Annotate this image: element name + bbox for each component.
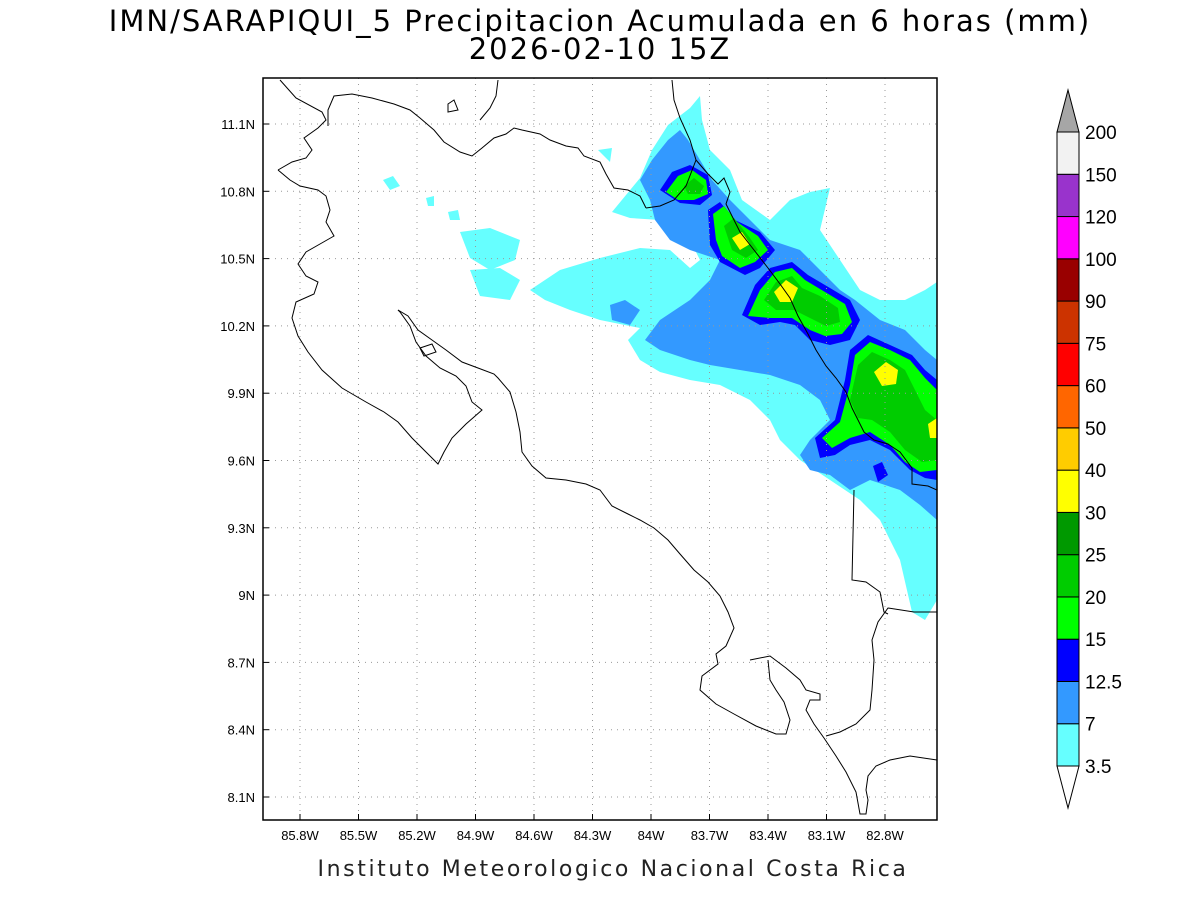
precip-area-3.5 [426, 196, 434, 206]
y-tick-label: 10.8N [220, 184, 255, 199]
precip-area-20 [850, 352, 937, 462]
colorbar-box [1056, 131, 1080, 175]
y-tick-label: 9.6N [228, 454, 255, 469]
colorbar-level-label: 20 [1085, 588, 1106, 609]
osa-peninsula [749, 655, 937, 815]
colorbar-level-label: 100 [1085, 250, 1117, 271]
colorbar-level-label: 75 [1085, 334, 1106, 355]
colorbar-level-label: 25 [1085, 546, 1106, 567]
y-axis: 11.1N 10.8N 10.5N 10.2N 9.9N 9.6N 9.3N 9N 8.7N 8.… [220, 117, 269, 805]
precip-area-3.5 [448, 210, 460, 220]
y-tick-label: 11.1N [221, 117, 255, 132]
panama-coast-north [479, 79, 499, 121]
x-tick-label: 84W [638, 828, 665, 843]
y-tick-label: 10.5N [220, 252, 255, 267]
x-tick-label: 84.9W [457, 828, 495, 843]
colorbar-box [1056, 385, 1080, 429]
colorbar-level-label: 90 [1085, 292, 1106, 313]
colorbar-box [1056, 554, 1080, 598]
colorbar-over-arrow [1056, 88, 1080, 133]
colorbar-level-label: 12.5 [1085, 672, 1122, 693]
colorbar-level-label: 3.5 [1085, 757, 1111, 778]
map-valid-time: 2026-02-10 15Z [468, 32, 732, 66]
x-tick-label: 85.8W [281, 828, 319, 843]
x-tick-label: 84.3W [574, 828, 612, 843]
colorbar-box [1056, 173, 1080, 218]
y-tick-label: 9N [238, 588, 255, 603]
caribbean-coastline [695, 159, 937, 491]
panama-border [851, 489, 889, 615]
x-tick-label: 83.4W [749, 828, 787, 843]
colorbar-level-label: 50 [1085, 419, 1106, 440]
precip-area-20 [684, 178, 704, 194]
precipitation-field [383, 96, 937, 620]
x-tick-label: 85.2W [398, 828, 436, 843]
y-tick-label: 10.2N [220, 319, 255, 334]
colorbar-box [1056, 427, 1080, 471]
coastlines [277, 79, 937, 815]
nicaragua-lake-shore [447, 99, 459, 113]
y-tick-label: 8.1N [228, 790, 255, 805]
colorbar-level-label: 30 [1085, 503, 1106, 524]
x-tick-label: 83.1W [808, 828, 846, 843]
pacific-coastline [277, 169, 483, 465]
precip-area-12.5 [873, 462, 888, 482]
caribbean-coastline [327, 93, 647, 209]
precip-area-30 [928, 418, 937, 438]
colorbar-level-label: 40 [1085, 461, 1106, 482]
y-tick-label: 8.7N [228, 655, 255, 670]
x-tick-label: 83.7W [691, 828, 729, 843]
colorbar-box [1056, 680, 1080, 725]
colorbar-level-label: 200 [1085, 123, 1117, 144]
precip-area-7 [610, 300, 640, 325]
colorbar-under-arrow [1056, 765, 1080, 810]
x-tick-label: 84.6W [515, 828, 553, 843]
chira-island [419, 343, 437, 357]
colorbar-box [1056, 511, 1080, 556]
panama-border [825, 607, 937, 737]
colorbar: 3.5 7 12.5 15 20 25 30 40 50 60 75 90 100 120 150 200 [1056, 88, 1122, 810]
colorbar-level-label: 150 [1085, 165, 1117, 186]
map-frame [262, 77, 938, 821]
colorbar-level-label: 7 [1085, 715, 1096, 736]
colorbar-box [1056, 342, 1080, 387]
precip-area-3.5 [470, 268, 520, 300]
pacific-coastline [397, 309, 791, 735]
x-tick-label: 82.8W [866, 828, 904, 843]
colorbar-box [1056, 216, 1080, 260]
colorbar-box [1056, 469, 1080, 513]
precip-area-30 [732, 232, 750, 250]
graticule [263, 78, 937, 820]
pacific-coastline [277, 79, 327, 171]
footer-credit: Instituto Meteorologico Nacional Costa R… [317, 857, 909, 882]
precip-area-30 [774, 280, 798, 302]
colorbar-box [1056, 723, 1080, 767]
colorbar-level-label: 120 [1085, 208, 1117, 229]
map-title: IMN/SARAPIQUI_5 Precipitacion Acumulada … [108, 4, 1092, 38]
y-tick-label: 8.4N [228, 723, 255, 738]
precip-area-3.5 [383, 176, 400, 190]
colorbar-level-label: 60 [1085, 377, 1106, 398]
colorbar-box [1056, 258, 1080, 302]
precip-area-3.5 [598, 148, 612, 162]
colorbar-box [1056, 596, 1080, 640]
y-tick-label: 9.3N [228, 521, 255, 536]
precip-area-30 [874, 362, 898, 386]
colorbar-level-label: 15 [1085, 630, 1106, 651]
x-axis: 85.8W 85.5W 85.2W 84.9W 84.6W 84.3W 84W 83.7W 83… [281, 814, 905, 843]
y-tick-label: 9.9N [228, 386, 255, 401]
colorbar-box [1056, 638, 1080, 682]
x-tick-label: 85.5W [340, 828, 378, 843]
precip-area-3.5 [460, 228, 520, 270]
colorbar-box [1056, 300, 1080, 344]
